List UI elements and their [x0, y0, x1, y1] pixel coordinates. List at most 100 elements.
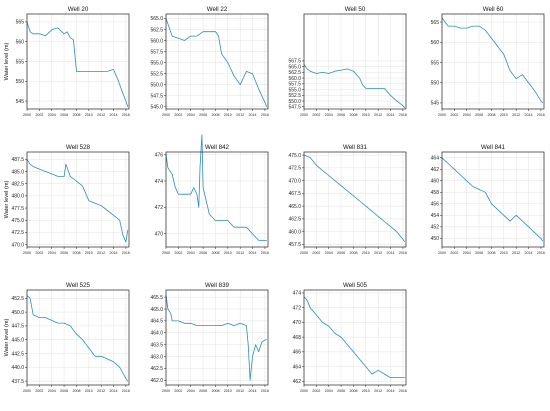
y-axis-label: Water level (m) — [4, 319, 10, 357]
x-tick-label: 2012 — [236, 251, 244, 255]
y-tick-label: 447.5 — [11, 324, 24, 330]
y-tick-label: 567.5 — [288, 59, 301, 65]
x-tick-label: 2010 — [85, 113, 93, 117]
y-tick-label: 437.5 — [11, 379, 24, 385]
y-tick-label: 550 — [16, 79, 25, 85]
y-tick-label: 463.0 — [150, 354, 163, 360]
x-tick-label: 2004 — [187, 113, 195, 117]
x-tick-label: 2004 — [325, 389, 333, 393]
series-line — [303, 154, 406, 243]
y-tick-label: 555.0 — [288, 87, 301, 93]
plot-frame — [26, 289, 130, 386]
x-tick-label: 2016 — [261, 113, 269, 117]
x-tick-label: 2016 — [122, 251, 130, 255]
x-tick-label: 2000 — [23, 251, 31, 255]
panel-title: Well 528 — [66, 144, 91, 151]
y-tick-label: 476 — [155, 152, 164, 158]
panel-title: Well 831 — [343, 144, 368, 151]
x-tick-label: 2016 — [537, 251, 545, 255]
y-tick-label: 475.0 — [11, 218, 24, 224]
panel-well-831: Well 831 457.5 460.0 462.5 465.0 467.5 470.0 47… — [288, 144, 406, 255]
x-tick-label: 2014 — [249, 251, 257, 255]
x-tick-label: 2002 — [35, 251, 43, 255]
x-tick-label: 2008 — [211, 251, 219, 255]
x-tick-label: 2002 — [450, 113, 458, 117]
plot-frame — [26, 151, 130, 248]
panel-title: Well 20 — [68, 6, 89, 13]
x-tick-label: 2002 — [450, 251, 458, 255]
x-tick-label: 2008 — [349, 251, 357, 255]
y-tick-label: 457.5 — [288, 242, 301, 248]
x-tick-label: 2014 — [110, 389, 118, 393]
series-line — [165, 18, 268, 107]
x-tick-label: 2008 — [349, 389, 357, 393]
panel-well-20: Well 20 545 550 555 560 565 2000 2002 2004 2006 20… — [4, 6, 130, 117]
y-tick-label: 550.0 — [150, 82, 163, 88]
y-tick-label: 466 — [293, 350, 302, 356]
x-tick-label: 2012 — [97, 113, 105, 117]
plot-frame — [303, 289, 407, 386]
x-tick-label: 2002 — [174, 389, 182, 393]
y-tick-label: 470.0 — [288, 178, 301, 184]
x-tick-label: 2004 — [187, 251, 195, 255]
x-tick-label: 2000 — [23, 113, 31, 117]
y-tick-label: 440.0 — [11, 365, 24, 371]
x-tick-label: 2004 — [325, 251, 333, 255]
y-tick-label: 565.0 — [288, 64, 301, 70]
x-tick-label: 2012 — [236, 389, 244, 393]
plot-frame — [441, 151, 545, 248]
y-tick-label: 450.0 — [11, 310, 24, 316]
x-tick-label: 2014 — [249, 389, 257, 393]
x-tick-label: 2006 — [199, 251, 207, 255]
y-tick-label: 480.0 — [11, 194, 24, 200]
y-tick-label: 462 — [431, 167, 440, 173]
y-tick-label: 565.0 — [150, 16, 163, 22]
y-tick-label: 464.5 — [150, 319, 163, 325]
series-line — [441, 17, 544, 104]
y-axis-label: Water level (m) — [4, 43, 10, 81]
y-tick-label: 458 — [431, 190, 440, 196]
x-tick-label: 2000 — [300, 113, 308, 117]
y-tick-label: 470 — [293, 320, 302, 326]
y-tick-label: 467.5 — [288, 191, 301, 197]
x-tick-label: 2008 — [211, 389, 219, 393]
panel-title: Well 505 — [343, 282, 368, 289]
y-tick-label: 547.5 — [150, 94, 163, 100]
x-tick-label: 2006 — [475, 113, 483, 117]
y-tick-label: 452 — [431, 225, 440, 231]
y-tick-label: 562.5 — [288, 70, 301, 76]
y-tick-label: 465.5 — [150, 295, 163, 301]
y-tick-label: 482.5 — [11, 181, 24, 187]
x-tick-label: 2004 — [48, 251, 56, 255]
x-tick-label: 2010 — [500, 113, 508, 117]
x-tick-label: 2004 — [463, 113, 471, 117]
x-tick-label: 2016 — [261, 389, 269, 393]
x-tick-label: 2006 — [199, 389, 207, 393]
panel-well-841: Well 841 450 452 454 456 458 460 462 464 2000 2002… — [431, 144, 545, 255]
panel-title: Well 839 — [205, 282, 230, 289]
y-tick-label: 560.0 — [150, 38, 163, 44]
series-line — [26, 295, 129, 382]
y-tick-label: 487.5 — [11, 157, 24, 163]
y-tick-label: 560 — [431, 40, 440, 46]
y-tick-label: 555 — [431, 60, 440, 66]
x-tick-label: 2008 — [72, 113, 80, 117]
y-tick-label: 442.5 — [11, 351, 24, 357]
x-tick-label: 2006 — [475, 251, 483, 255]
x-tick-label: 2002 — [174, 113, 182, 117]
x-tick-label: 2014 — [525, 113, 533, 117]
y-tick-label: 555.0 — [150, 60, 163, 66]
y-tick-label: 474 — [293, 291, 302, 297]
x-tick-label: 2000 — [300, 251, 308, 255]
x-tick-label: 2010 — [362, 389, 370, 393]
panel-well-528: Well 528 470.0 472.5 475.0 477.5 480.0 482.5 48… — [4, 144, 130, 255]
y-tick-label: 485.0 — [11, 169, 24, 175]
x-tick-label: 2016 — [537, 113, 545, 117]
x-tick-label: 2002 — [312, 389, 320, 393]
y-tick-label: 472.5 — [11, 230, 24, 236]
y-tick-label: 463.5 — [150, 342, 163, 348]
y-tick-label: 555 — [16, 59, 25, 65]
y-tick-label: 465.0 — [150, 307, 163, 313]
x-tick-label: 2000 — [162, 113, 170, 117]
panel-well-22: Well 22 545.0 547.5 550.0 552.5 555.0 557.5 560… — [150, 6, 268, 117]
